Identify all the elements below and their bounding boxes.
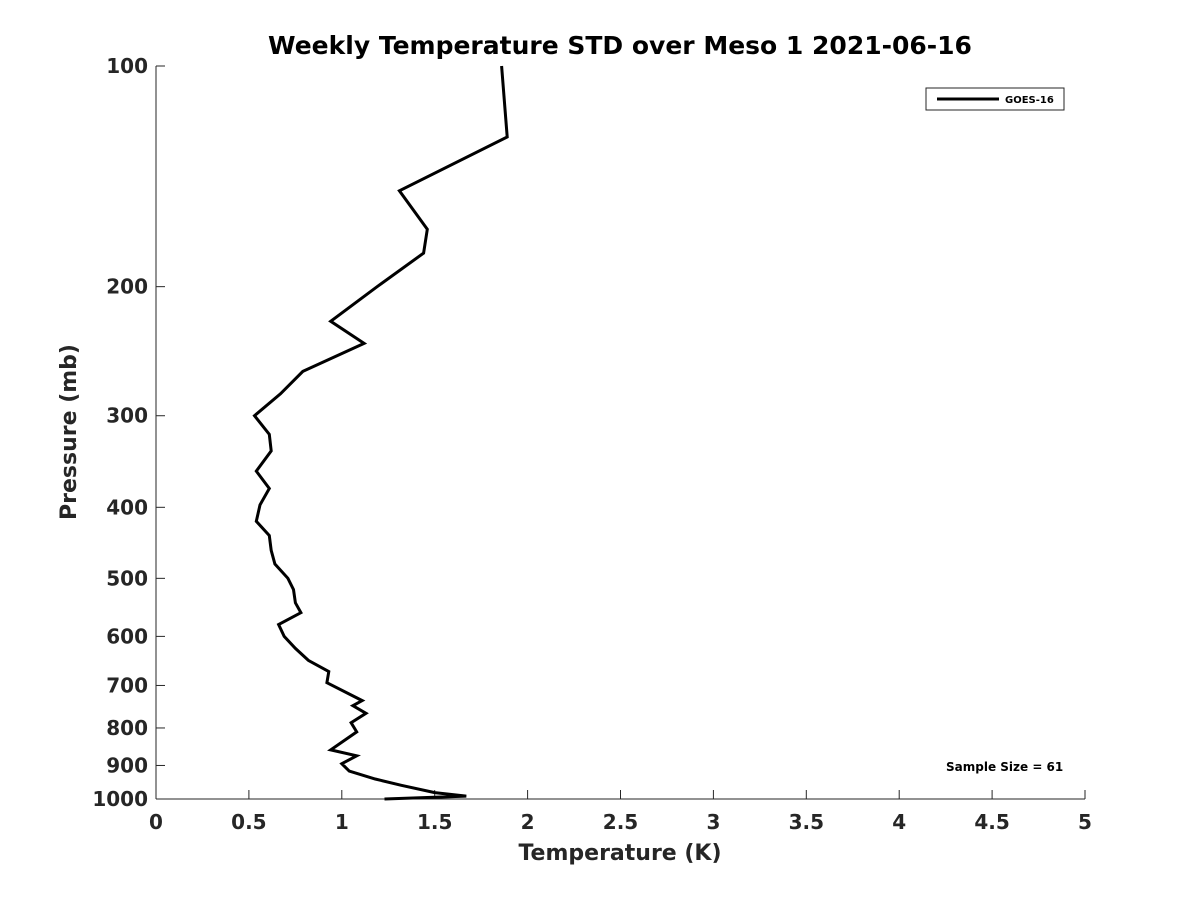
y-tick-label: 400 xyxy=(106,495,148,519)
x-tick-label: 0 xyxy=(149,810,163,834)
x-tick-label: 1.5 xyxy=(417,810,452,834)
y-tick-label: 100 xyxy=(106,54,148,78)
x-axis-label: Temperature (K) xyxy=(518,841,721,866)
x-tick-label: 2.5 xyxy=(603,810,638,834)
x-ticks: 0 0.5 1 1.5 2 2.5 3 3.5 4 4.5 5 xyxy=(149,790,1092,834)
y-tick-label: 500 xyxy=(106,566,148,590)
series-layer xyxy=(252,65,509,801)
x-tick-label: 3 xyxy=(706,810,720,834)
x-tick-label: 0.5 xyxy=(231,810,266,834)
legend-label: GOES-16 xyxy=(1005,95,1054,106)
y-axis-label: Pressure (mb) xyxy=(57,344,82,520)
y-tick-label: 300 xyxy=(106,404,148,428)
axes xyxy=(155,66,1085,800)
y-tick-label: 1000 xyxy=(92,787,148,811)
series-line-goes-16 xyxy=(252,65,509,801)
chart-title: Weekly Temperature STD over Meso 1 2021-… xyxy=(268,31,972,60)
x-tick-label: 2 xyxy=(521,810,535,834)
y-tick-label: 900 xyxy=(106,753,148,777)
legend: GOES-16 xyxy=(925,87,1065,111)
sample-size-annotation: Sample Size = 61 xyxy=(946,760,1063,774)
x-tick-label: 4.5 xyxy=(974,810,1009,834)
y-tick-label: 200 xyxy=(106,275,148,299)
x-tick-label: 3.5 xyxy=(789,810,824,834)
y-tick-label: 700 xyxy=(106,673,148,697)
x-tick-label: 4 xyxy=(892,810,906,834)
y-tick-label: 800 xyxy=(106,716,148,740)
y-ticks: 100 200 300 400 500 600 700 800 900 1000 xyxy=(92,54,165,811)
x-tick-label: 1 xyxy=(335,810,349,834)
x-tick-label: 5 xyxy=(1078,810,1092,834)
y-tick-label: 600 xyxy=(106,624,148,648)
